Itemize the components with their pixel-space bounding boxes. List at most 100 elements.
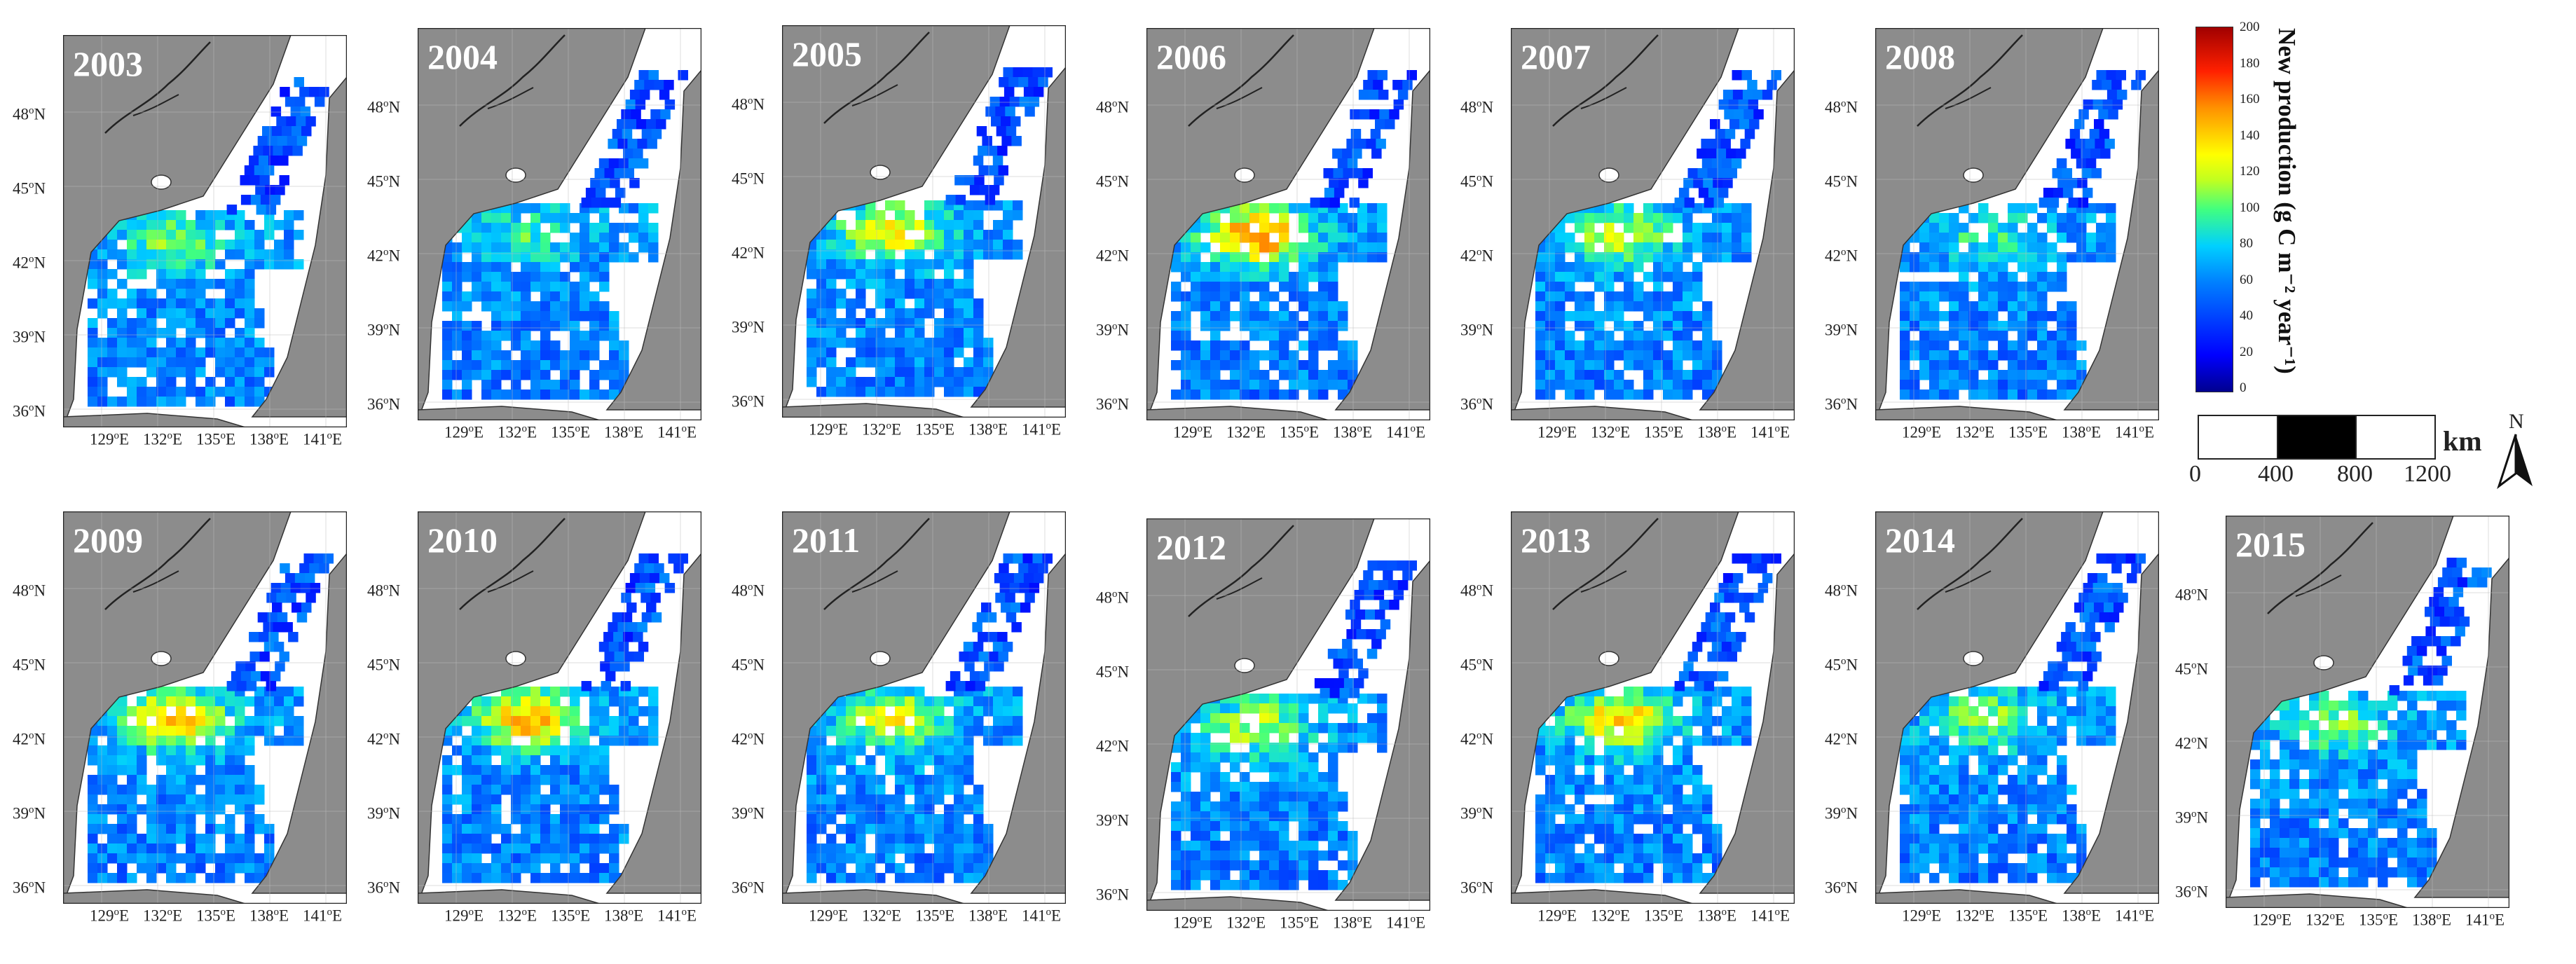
land-mainland <box>1875 28 2159 420</box>
river <box>1552 34 1659 127</box>
colorbar-tick-label: 140 <box>2240 128 2260 143</box>
lon-tick-label: 141oE <box>1751 907 1790 925</box>
lon-tick-label: 135oE <box>2008 423 2048 441</box>
land-south <box>418 406 601 420</box>
lat-tick-label: 39oN <box>1825 321 1858 339</box>
land-south <box>1146 406 1329 420</box>
lon-tick-label: 141oE <box>2115 907 2155 925</box>
land-mainland <box>1146 28 1430 420</box>
lon-tick-label: 135oE <box>915 420 955 439</box>
lat-tick-label: 36oN <box>367 395 401 413</box>
lake <box>1598 651 1619 666</box>
lat-tick-label: 39oN <box>1825 804 1858 822</box>
land-mainland <box>1146 518 1430 911</box>
lat-tick-label: 42oN <box>732 730 765 748</box>
river <box>1917 518 2023 610</box>
land-east <box>2063 552 2159 894</box>
lon-tick-label: 138oE <box>2062 907 2102 925</box>
lake <box>870 651 891 666</box>
graticule <box>1875 28 2159 420</box>
lon-tick-label: 141oE <box>2115 423 2155 441</box>
colorbar <box>2195 27 2233 392</box>
scale-unit: km <box>2443 425 2482 457</box>
north-arrow-icon <box>2497 434 2533 489</box>
graticule <box>1511 511 1795 904</box>
lat-tick-label: 48oN <box>732 95 765 113</box>
colorbar-tick-label: 180 <box>2240 55 2260 71</box>
scale-seg-2 <box>2277 416 2356 458</box>
lat-tick-label: 48oN <box>13 105 46 123</box>
lat-tick-label: 42oN <box>367 247 401 265</box>
lon-tick-label: 132oE <box>1226 423 1266 441</box>
lake <box>1598 167 1619 183</box>
lat-tick-label: 48oN <box>1096 98 1130 116</box>
lat-tick-label: 36oN <box>732 392 765 411</box>
panel-year-label: 2011 <box>792 521 860 560</box>
north-label: N <box>2509 410 2524 433</box>
panel-year-label: 2014 <box>1885 521 1955 560</box>
lat-tick-label: 45oN <box>732 656 765 674</box>
graticule <box>782 511 1066 904</box>
lat-tick-label: 36oN <box>367 879 401 897</box>
lon-tick-label: 132oE <box>1955 907 1995 925</box>
lon-tick-label: 138oE <box>249 430 289 448</box>
panel-year-label: 2003 <box>73 44 143 83</box>
panel-year-label: 2010 <box>427 521 498 560</box>
lon-tick-label: 132oE <box>1226 914 1266 932</box>
lon-tick-label: 135oE <box>1280 423 1320 441</box>
lat-tick-label: 42oN <box>1460 247 1494 265</box>
lake <box>505 651 526 666</box>
lon-tick-label: 141oE <box>657 423 697 441</box>
lat-tick-label: 48oN <box>1460 98 1494 116</box>
production-raster <box>807 67 1053 397</box>
lat-tick-label: 39oN <box>1096 811 1130 829</box>
lat-tick-label: 42oN <box>732 244 765 262</box>
lake <box>870 165 891 180</box>
panel-year-label: 2007 <box>1521 37 1591 76</box>
lake <box>151 651 172 666</box>
lon-tick-label: 138oE <box>1697 423 1737 441</box>
lat-tick-label: 48oN <box>1460 581 1494 600</box>
lat-tick-label: 36oN <box>13 879 46 897</box>
lat-tick-label: 42oN <box>13 254 46 272</box>
land-south <box>782 889 965 904</box>
map-panel-2014: 2014 <box>1875 511 2159 904</box>
lon-tick-label: 141oE <box>1386 914 1426 932</box>
colorbar-tick-label: 100 <box>2240 200 2260 215</box>
lat-tick-label: 42oN <box>13 730 46 748</box>
lat-tick-label: 45oN <box>1825 172 1858 191</box>
lat-tick-label: 36oN <box>1825 395 1858 413</box>
lat-tick-label: 42oN <box>2175 734 2209 752</box>
land-east <box>970 552 1066 894</box>
panel-year-label: 2005 <box>792 34 862 74</box>
lon-tick-label: 132oE <box>143 907 183 925</box>
lat-tick-label: 36oN <box>1460 395 1494 413</box>
graticule <box>418 511 701 904</box>
land-mainland <box>1875 511 2159 904</box>
lat-tick-label: 36oN <box>2175 883 2209 901</box>
lon-tick-label: 141oE <box>1386 423 1426 441</box>
lat-tick-label: 48oN <box>13 581 46 600</box>
scale-label-0: 0 <box>2189 461 2201 487</box>
lat-tick-label: 42oN <box>1460 730 1494 748</box>
graticule <box>1146 518 1430 911</box>
lon-tick-label: 132oE <box>498 907 537 925</box>
lat-tick-label: 48oN <box>2175 586 2209 604</box>
lat-tick-label: 42oN <box>1825 247 1858 265</box>
land-east <box>251 552 347 894</box>
lon-tick-label: 141oE <box>303 907 343 925</box>
river <box>459 34 566 127</box>
lake <box>151 174 172 190</box>
land-east <box>970 66 1066 408</box>
lat-tick-label: 36oN <box>1096 886 1130 904</box>
river <box>1552 518 1659 610</box>
lon-tick-label: 129oE <box>809 907 849 925</box>
lat-tick-label: 36oN <box>13 402 46 420</box>
map-panel-2006: 2006 <box>1146 28 1430 420</box>
lon-tick-label: 141oE <box>1022 907 1062 925</box>
lat-tick-label: 45oN <box>13 179 46 198</box>
lat-tick-label: 39oN <box>1460 321 1494 339</box>
lon-tick-label: 138oE <box>1697 907 1737 925</box>
lat-tick-label: 42oN <box>1096 737 1130 755</box>
land-east <box>1699 552 1795 894</box>
